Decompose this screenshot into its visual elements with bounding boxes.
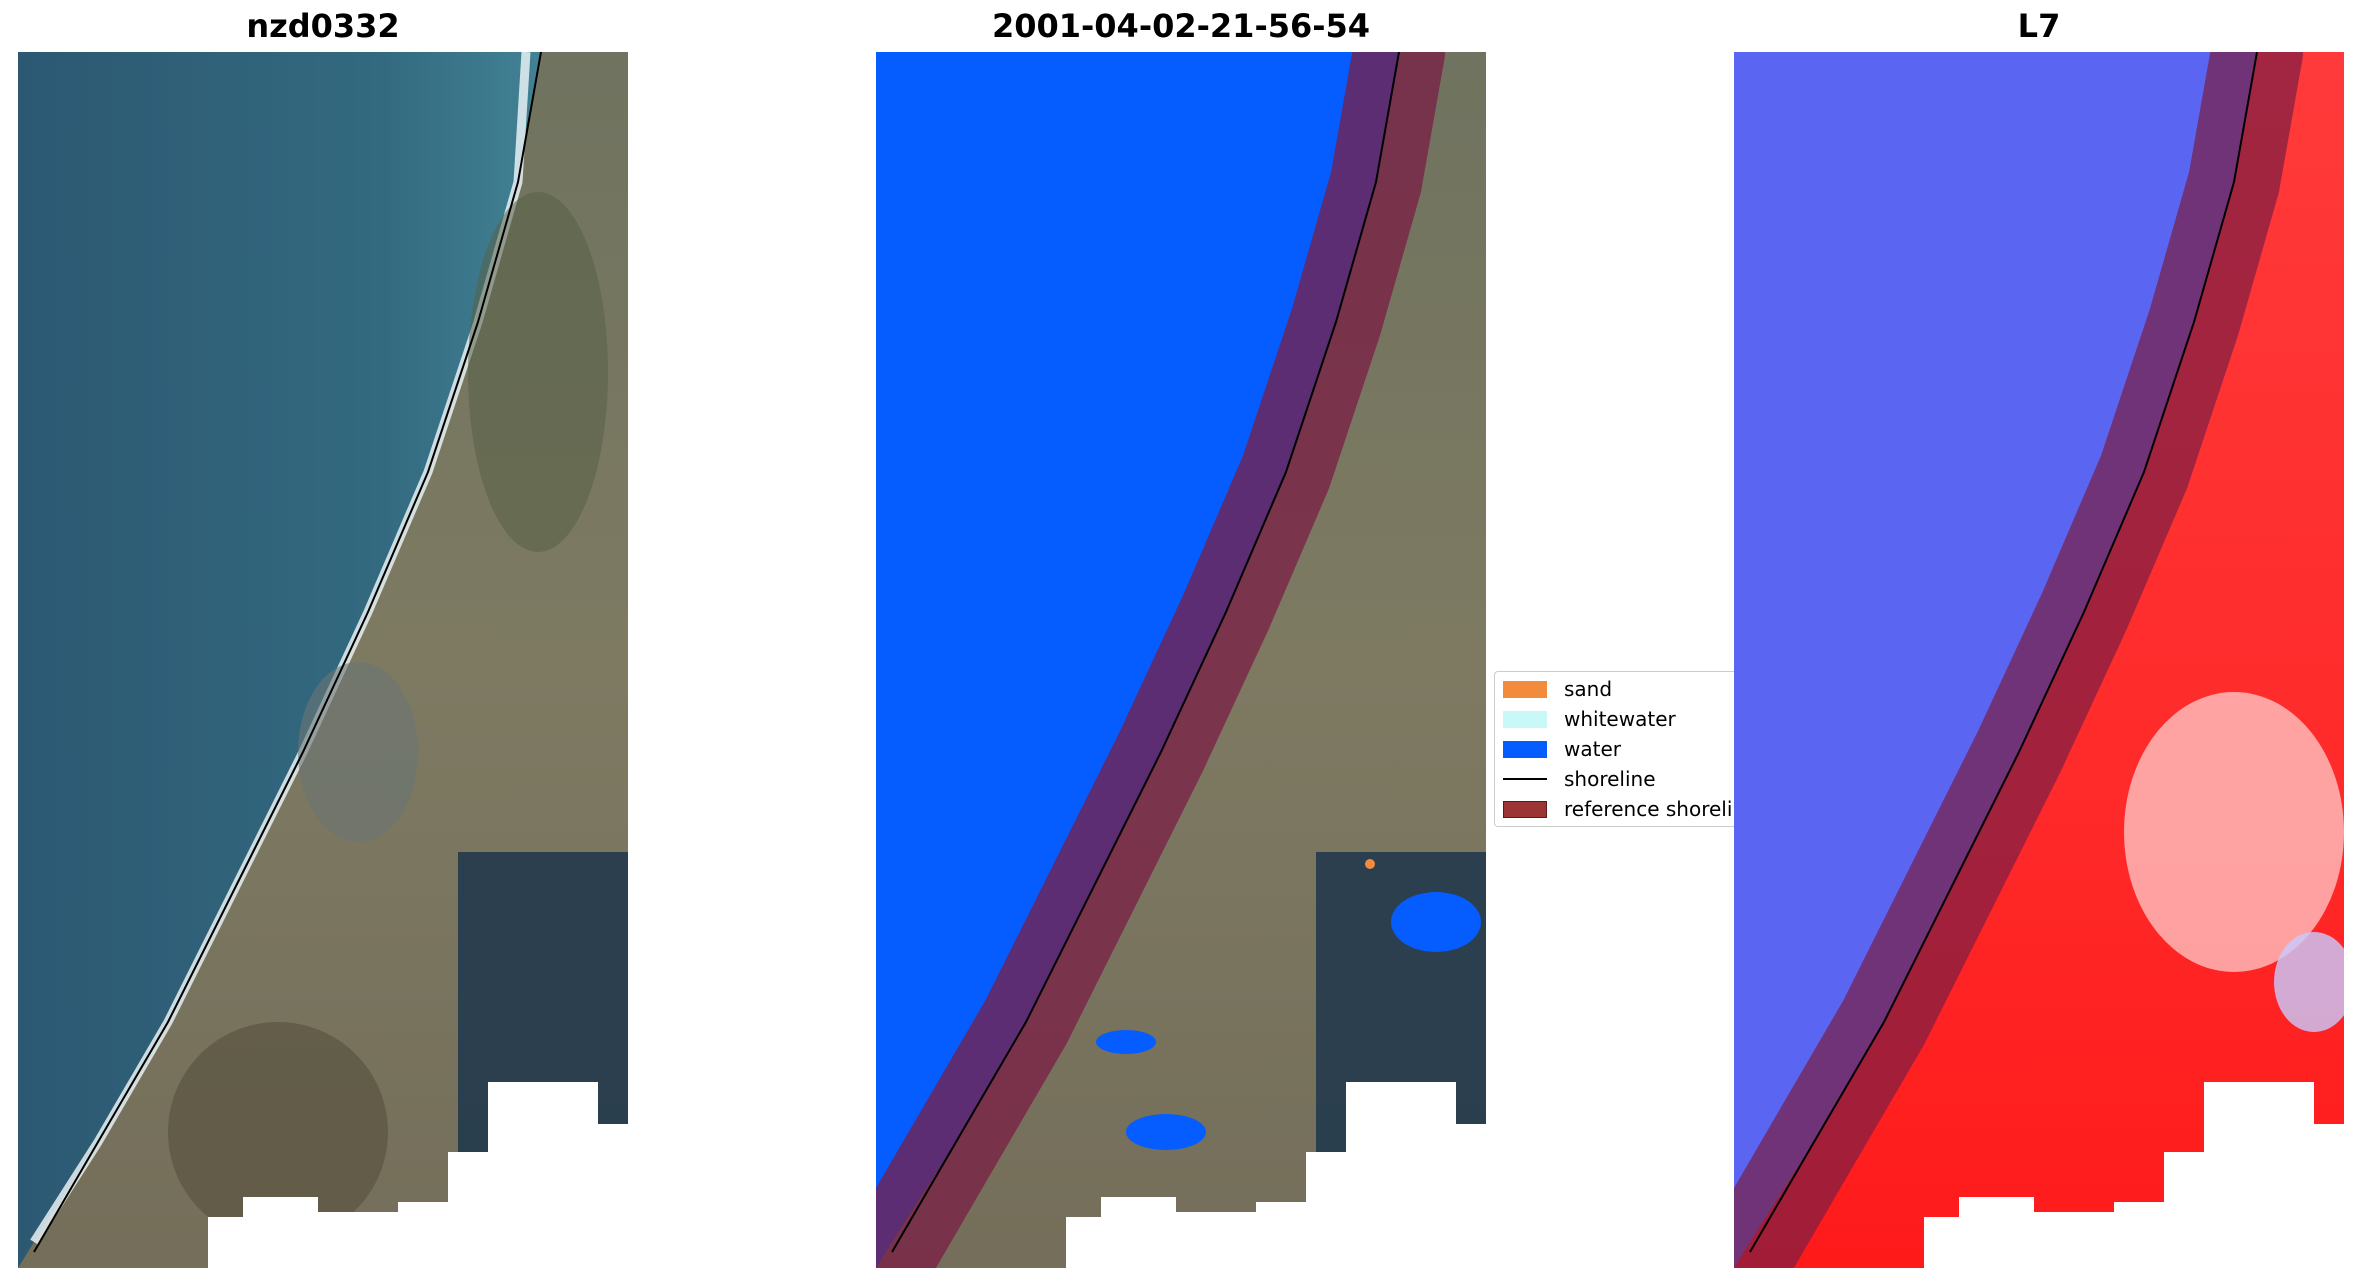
legend-label: sand — [1564, 677, 1613, 701]
panel-title-index: L7 — [2017, 7, 2061, 45]
legend-swatch-water — [1503, 740, 1547, 758]
pale-region-a — [2124, 692, 2344, 972]
cloud-mask — [1066, 1082, 1486, 1268]
cloud-mask — [1924, 1082, 2344, 1268]
shoreline-line — [1749, 52, 2258, 1253]
inland-water-c — [1096, 1030, 1156, 1054]
cloud-mask — [208, 1082, 628, 1268]
legend-label: shoreline — [1564, 767, 1656, 791]
shoreline-line — [891, 52, 1400, 1253]
legend-swatch-shoreline — [1503, 778, 1547, 780]
panel-title-classified: 2001-04-02-21-56-54 — [991, 7, 1371, 45]
legend-label: reference shoreline — [1564, 797, 1734, 821]
legend-item-shoreline: shoreline — [1503, 767, 1656, 791]
shoreline-line — [33, 52, 542, 1253]
panel-title-rgb: nzd0332 — [246, 7, 400, 45]
legend-swatch-reference-shoreline — [1503, 800, 1547, 818]
classified-image-panel — [876, 52, 1486, 1268]
legend-item-whitewater: whitewater — [1503, 707, 1676, 731]
inland-water-a — [1391, 892, 1481, 952]
southern-hills — [168, 1022, 388, 1242]
sand-spot — [1365, 859, 1375, 869]
town-area — [298, 662, 418, 842]
legend: sand whitewater water shoreline referenc… — [1494, 671, 1734, 827]
legend-label: whitewater — [1564, 707, 1676, 731]
index-image — [1734, 52, 2344, 1268]
legend-swatch-whitewater — [1503, 710, 1547, 728]
classified-image — [876, 52, 1486, 1268]
pale-region-b — [2274, 932, 2344, 1032]
legend-item-water: water — [1503, 737, 1621, 761]
inland-water-b — [1126, 1114, 1206, 1150]
legend-item-sand: sand — [1503, 677, 1612, 701]
index-image-panel — [1734, 52, 2344, 1268]
legend-swatch-sand — [1503, 680, 1547, 698]
legend-label: water — [1564, 737, 1621, 761]
legend-item-reference-shoreline: reference shoreline — [1503, 797, 1734, 821]
dark-hills — [468, 192, 608, 552]
rgb-image-panel — [18, 52, 628, 1268]
rgb-image — [18, 52, 628, 1268]
